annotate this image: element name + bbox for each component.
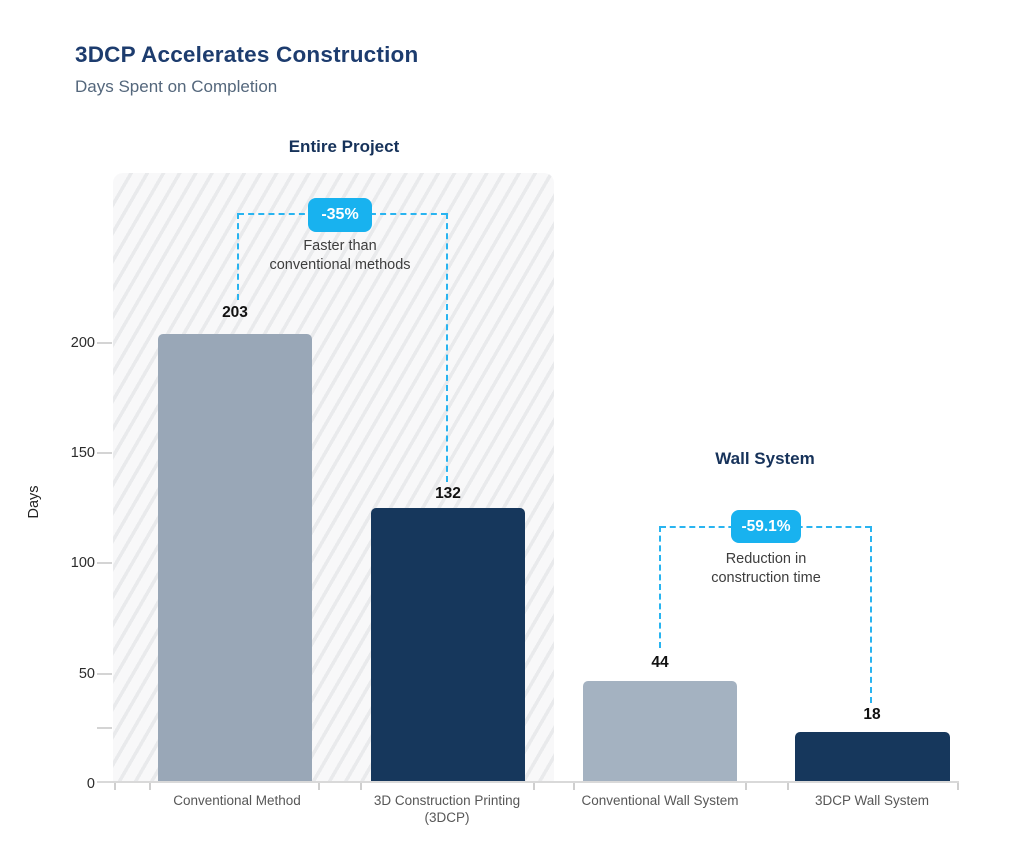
y-tick-label-200: 200 (70, 335, 95, 351)
y-tick-label-150: 150 (70, 445, 95, 461)
y-tick-mark (97, 342, 112, 344)
category-label-3dcp: 3D Construction Printing (3DCP) (347, 792, 547, 826)
value-label-conventional-wall-system: 44 (651, 654, 669, 671)
category-line: 3D Construction Printing (373, 793, 521, 808)
group-title-entire-project: Entire Project (288, 137, 400, 156)
y-tick-label-100: 100 (70, 555, 95, 571)
annotation-line: conventional methods (269, 257, 411, 273)
category-label-conventional-method: Conventional Method (137, 792, 337, 809)
x-tick-mark (957, 783, 959, 790)
y-tick-mark (97, 452, 112, 454)
x-tick-mark (787, 783, 789, 790)
bracket-line-entire-project (237, 213, 239, 300)
value-label-3dcp-wall-system: 18 (863, 706, 881, 723)
chart-subtitle: Days Spent on Completion (75, 77, 278, 96)
group-title-wall-system: Wall System (715, 449, 815, 468)
bar-3dcp-wall-system (795, 732, 950, 781)
x-tick-mark (573, 783, 575, 790)
category-line: Conventional Wall System (581, 793, 739, 808)
value-label-conventional-method: 203 (222, 304, 248, 321)
y-tick-label-50: 50 (78, 666, 95, 682)
value-label-3dcp: 132 (435, 485, 461, 502)
bar-conventional-wall-system (583, 681, 737, 781)
y-tick-mark-minor (97, 727, 112, 729)
reduction-badge-entire-project: -35% (308, 198, 372, 232)
bracket-line-wall-system (870, 526, 872, 703)
category-line: Conventional Method (173, 793, 301, 808)
x-tick-mark (149, 783, 151, 790)
annotation-text-entire-project: Faster than conventional methods (240, 237, 440, 275)
bar-conventional-method (158, 334, 312, 781)
x-tick-mark (360, 783, 362, 790)
y-axis-label: Days (26, 485, 42, 519)
x-tick-mark (533, 783, 535, 790)
bar-3dcp (371, 508, 525, 781)
y-tick-mark (97, 673, 112, 675)
category-label-conventional-wall-system: Conventional Wall System (560, 792, 760, 809)
y-tick-mark (97, 562, 112, 564)
annotation-text-wall-system: Reduction in construction time (666, 550, 866, 588)
x-tick-mark (745, 783, 747, 790)
category-line: (3DCP) (424, 810, 470, 825)
annotation-line: Reduction in (725, 551, 807, 567)
x-axis-baseline (97, 781, 959, 783)
annotation-line: Faster than (303, 238, 377, 254)
reduction-badge-wall-system: -59.1% (731, 510, 801, 543)
category-label-3dcp-wall-system: 3DCP Wall System (772, 792, 972, 809)
bracket-line-wall-system (659, 526, 661, 648)
chart-title: 3DCP Accelerates Construction (75, 42, 419, 67)
y-tick-label-0: 0 (86, 776, 95, 792)
annotation-line: construction time (711, 570, 821, 586)
x-tick-mark (114, 783, 116, 790)
x-tick-mark (318, 783, 320, 790)
bracket-line-entire-project (446, 213, 448, 482)
category-line: 3DCP Wall System (814, 793, 930, 808)
